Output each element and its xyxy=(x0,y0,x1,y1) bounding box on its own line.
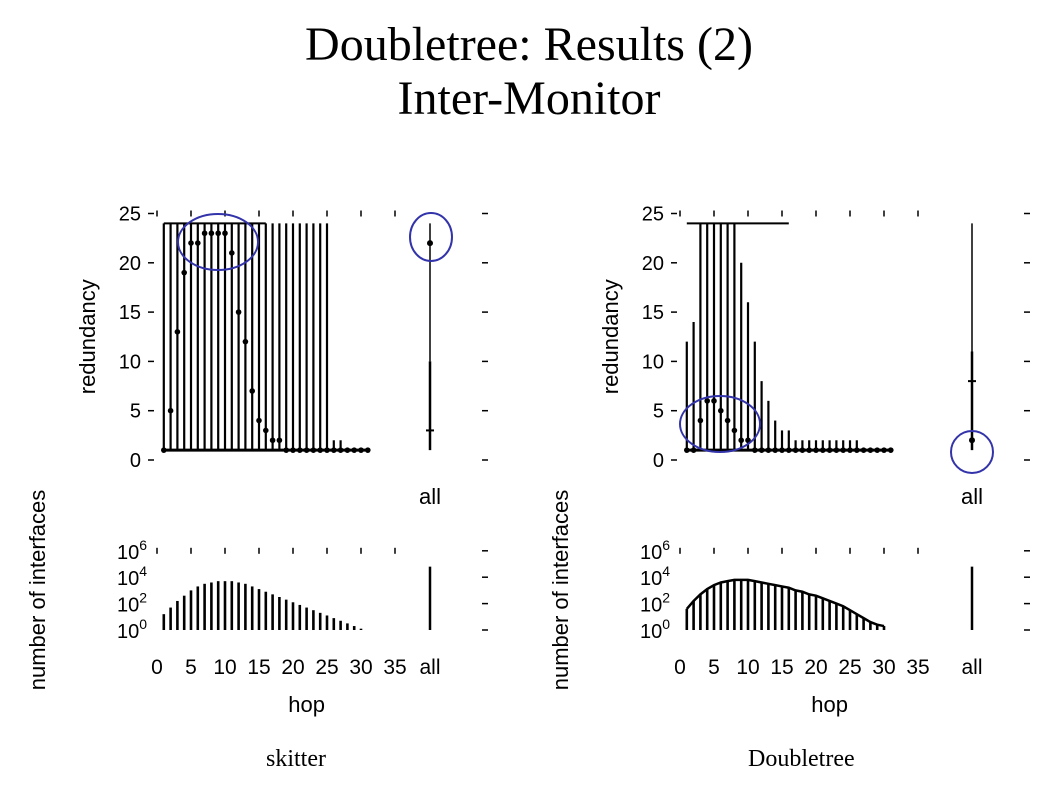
median-dot xyxy=(229,250,235,256)
median-dot xyxy=(263,427,269,434)
x-tick-label: 35 xyxy=(383,656,406,679)
count-envelope xyxy=(685,578,885,628)
x-tick-label: 25 xyxy=(315,656,338,679)
median-dot xyxy=(269,437,276,444)
x-tick-label: 35 xyxy=(906,656,929,679)
y-tick-label-bottom: 102 xyxy=(117,590,147,617)
x-tick-label: 0 xyxy=(151,656,163,679)
x-tick-label: 10 xyxy=(213,656,236,679)
y-tick-label-bottom: 104 xyxy=(640,563,670,590)
highlight-circle xyxy=(177,213,259,271)
median-dot xyxy=(222,230,228,237)
x-axis-label: hop xyxy=(811,692,848,717)
y-axis-label: redundancy xyxy=(598,279,623,394)
median-dot xyxy=(256,417,262,424)
highlight-circle xyxy=(409,212,453,262)
y-tick-label: 20 xyxy=(642,253,664,275)
median-dot xyxy=(215,230,221,237)
median-dot xyxy=(201,230,208,237)
x-tick-label: 5 xyxy=(708,656,720,679)
y-axis-label-bottom: number of interfaces xyxy=(25,490,50,691)
caption-skitter: skitter xyxy=(266,746,326,772)
x-tick-label: 25 xyxy=(838,656,861,679)
median-dot xyxy=(174,329,181,335)
x-tick-label: 15 xyxy=(247,656,270,679)
x-tick-label: 0 xyxy=(674,656,686,679)
median-dot xyxy=(697,417,704,424)
median-dot xyxy=(188,240,194,246)
slide-subtitle-line: Inter-Monitor xyxy=(397,72,661,125)
y-tick-label-bottom: 100 xyxy=(640,616,670,643)
x-tick-label: 15 xyxy=(770,656,793,679)
median-dot xyxy=(195,240,201,246)
y-tick-label: 5 xyxy=(653,401,664,423)
all-label-bottom: all xyxy=(961,656,982,679)
all-label-bottom: all xyxy=(419,656,440,679)
y-tick-label: 15 xyxy=(119,302,141,324)
highlight-circle xyxy=(950,430,994,474)
y-tick-label: 0 xyxy=(653,450,664,472)
y-tick-label: 10 xyxy=(119,351,141,373)
y-tick-label: 10 xyxy=(642,351,664,373)
y-tick-label: 25 xyxy=(119,204,141,226)
y-axis-label-bottom: number of interfaces xyxy=(548,490,573,691)
median-dot xyxy=(718,407,724,414)
x-tick-label: 20 xyxy=(281,656,304,679)
all-label-top: all xyxy=(961,484,983,509)
median-dot xyxy=(731,427,738,434)
median-dot xyxy=(167,407,174,414)
y-axis-label: redundancy xyxy=(75,279,100,394)
median-dot xyxy=(276,437,283,444)
y-tick-label: 25 xyxy=(642,204,664,226)
x-tick-label: 5 xyxy=(185,656,197,679)
y-tick-label: 5 xyxy=(130,401,141,423)
slide-title-line: Doubletree: Results (2) xyxy=(305,18,753,71)
y-tick-label: 15 xyxy=(642,302,664,324)
median-dot xyxy=(235,309,242,315)
all-median-dot xyxy=(427,240,433,247)
median-dot xyxy=(208,230,215,237)
median-dot xyxy=(724,417,731,424)
median-dot xyxy=(738,437,744,444)
median-dot xyxy=(711,398,717,404)
y-tick-label-bottom: 104 xyxy=(117,563,147,590)
median-dot xyxy=(242,338,249,345)
median-dot xyxy=(181,269,187,276)
highlight-circle xyxy=(679,395,761,453)
all-median-dot xyxy=(969,437,975,444)
y-tick-label-bottom: 106 xyxy=(117,537,147,564)
median-dot xyxy=(249,388,255,394)
y-tick-label-bottom: 106 xyxy=(640,537,670,564)
y-tick-label-bottom: 100 xyxy=(117,616,147,643)
x-tick-label: 20 xyxy=(804,656,827,679)
x-tick-label: 30 xyxy=(872,656,895,679)
y-tick-label: 0 xyxy=(130,450,141,472)
slide-title: Doubletree: Results (2) Inter-Monitor xyxy=(0,18,1058,126)
x-tick-label: 30 xyxy=(349,656,372,679)
all-label-top: all xyxy=(419,484,441,509)
x-axis-label: hop xyxy=(288,692,325,717)
median-dot xyxy=(745,437,751,444)
caption-doubletree: Doubletree xyxy=(748,746,855,772)
y-tick-label: 20 xyxy=(119,253,141,275)
median-dot xyxy=(704,398,710,404)
y-tick-label-bottom: 102 xyxy=(640,590,670,617)
x-tick-label: 10 xyxy=(736,656,759,679)
